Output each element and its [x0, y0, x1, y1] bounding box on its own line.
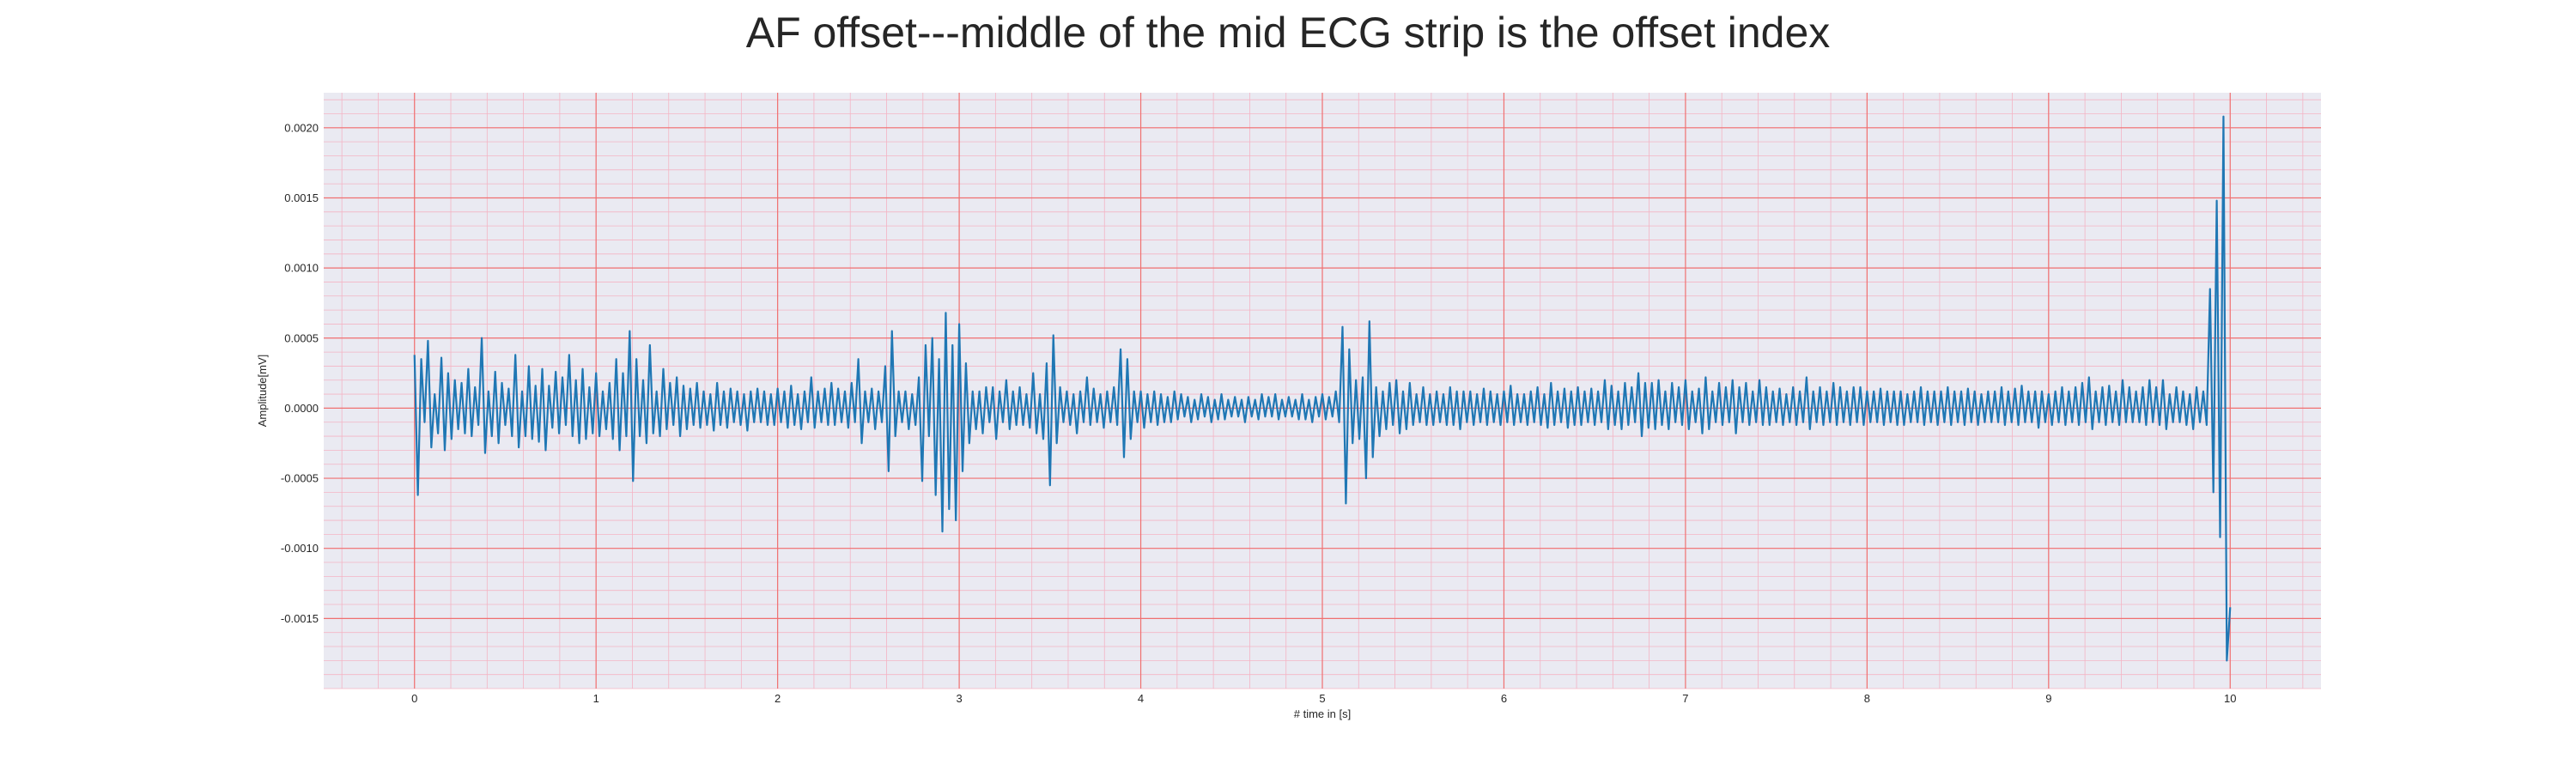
x-tick-labels: 0 1 2 3 4 5 6 7 8 9 10 — [411, 692, 2236, 705]
ecg-signal-line — [413, 115, 2232, 662]
y-tick-label: 0.0005 — [284, 331, 319, 344]
x-tick-label: 6 — [1501, 692, 1507, 705]
y-tick-label: 0.0000 — [284, 402, 319, 415]
x-tick-label: 5 — [1319, 692, 1325, 705]
y-tick-label: -0.0015 — [281, 612, 319, 625]
x-tick-label: 3 — [956, 692, 962, 705]
y-tick-labels: -0.0015 -0.0010 -0.0005 0.0000 0.0005 0.0010 0… — [281, 121, 319, 625]
x-tick-label: 4 — [1138, 692, 1144, 705]
x-tick-label: 8 — [1864, 692, 1870, 705]
x-tick-label: 9 — [2045, 692, 2051, 705]
y-tick-label: -0.0005 — [281, 472, 319, 485]
x-axis-label: # time in [s] — [1294, 707, 1351, 720]
y-axis-label: Amplitude[mV] — [256, 355, 269, 428]
y-tick-label: 0.0015 — [284, 191, 319, 204]
x-tick-label: 0 — [411, 692, 417, 705]
chart-title: AF offset---middle of the mid ECG strip … — [745, 9, 1831, 57]
x-tick-label: 1 — [593, 692, 599, 705]
x-tick-label: 10 — [2224, 692, 2236, 705]
y-tick-label: 0.0020 — [284, 121, 319, 134]
major-grid — [324, 93, 2321, 689]
x-tick-label: 2 — [775, 692, 781, 705]
x-tick-label: 7 — [1682, 692, 1688, 705]
y-tick-label: -0.0010 — [281, 542, 319, 555]
y-tick-label: 0.0010 — [284, 262, 319, 275]
